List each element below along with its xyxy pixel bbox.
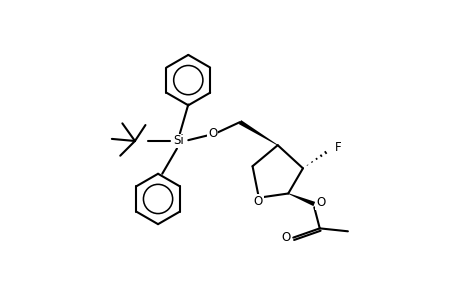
Text: O: O: [280, 231, 290, 244]
Text: O: O: [207, 127, 217, 140]
Text: Si: Si: [174, 134, 184, 148]
Polygon shape: [287, 193, 314, 206]
Text: O: O: [315, 196, 325, 209]
Text: F: F: [334, 141, 341, 154]
Polygon shape: [238, 120, 277, 146]
Text: O: O: [253, 195, 262, 208]
